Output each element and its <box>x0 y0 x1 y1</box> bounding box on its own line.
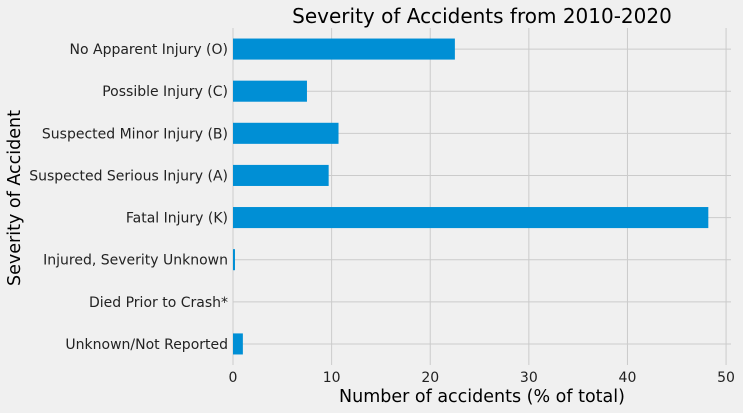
y-tick-label: Unknown/Not Reported <box>65 337 228 353</box>
bar <box>233 80 307 102</box>
y-tick-label: Suspected Minor Injury (B) <box>42 126 228 142</box>
chart-title: Severity of Accidents from 2010-2020 <box>292 4 672 28</box>
y-tick-label: Died Prior to Crash* <box>89 295 228 311</box>
bar <box>233 333 243 355</box>
x-tick-label: 50 <box>717 370 735 386</box>
y-tick-label: Fatal Injury (K) <box>126 211 228 227</box>
bar <box>233 207 709 229</box>
y-tick-label: No Apparent Injury (O) <box>70 42 229 58</box>
bar <box>233 164 329 186</box>
x-tick-label: 0 <box>229 370 238 386</box>
x-tick-labels: 0 10 20 30 40 50 <box>229 370 735 386</box>
x-tick-label: 10 <box>323 370 341 386</box>
x-tick-label: 30 <box>520 370 538 386</box>
y-tick-label: Suspected Serious Injury (A) <box>29 168 228 184</box>
x-tick-label: 20 <box>421 370 439 386</box>
y-axis-title: Severity of Accident <box>5 110 25 286</box>
bar <box>233 38 455 60</box>
x-tick-label: 40 <box>619 370 637 386</box>
bar <box>233 249 235 271</box>
y-tick-labels: No Apparent Injury (O) Possible Injury (C… <box>29 42 228 353</box>
y-tick-label: Injured, Severity Unknown <box>43 253 228 269</box>
bars <box>233 38 709 355</box>
x-axis-title: Number of accidents (% of total) <box>339 387 625 407</box>
y-tick-label: Possible Injury (C) <box>102 84 228 100</box>
bar <box>233 122 339 144</box>
